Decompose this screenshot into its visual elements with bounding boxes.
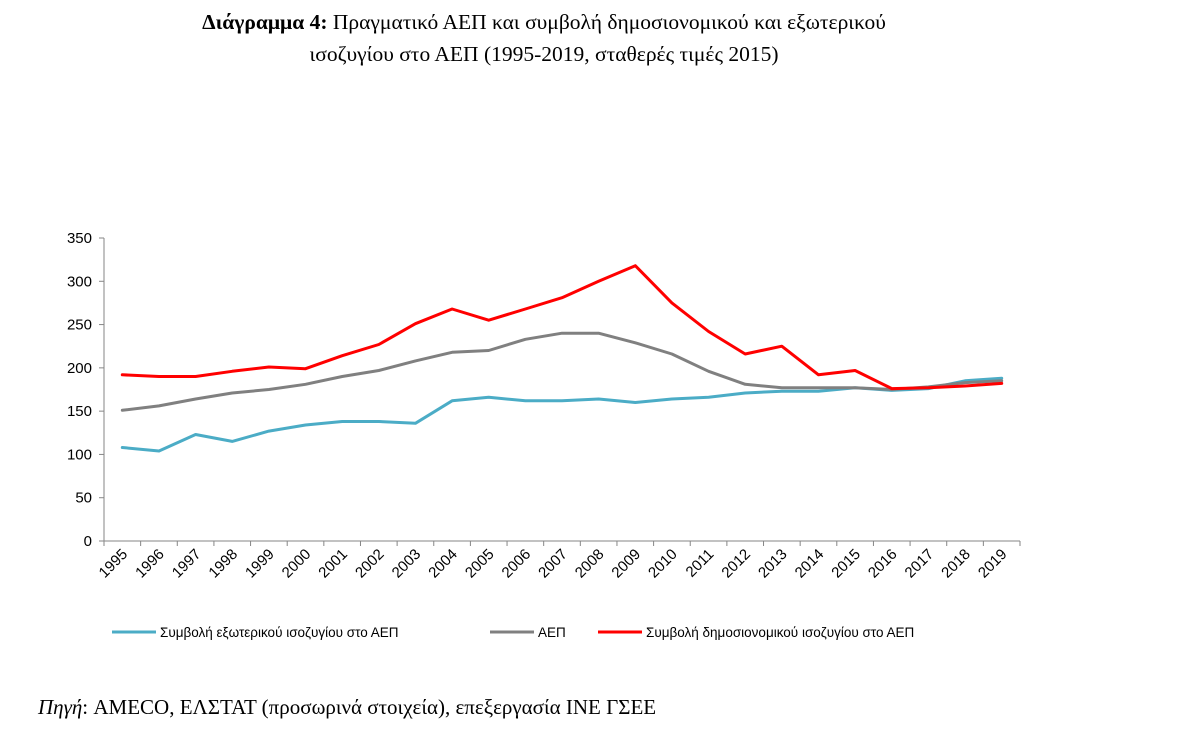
y-tick-label: 250 [67,317,92,334]
x-tick-label: 2016 [865,546,901,582]
x-tick-label: 2010 [645,546,681,582]
y-tick-label: 300 [67,273,92,290]
legend-label-1: Συμβολή εξωτερικού ισοζυγίου στο ΑΕΠ [160,625,399,640]
x-tick-label: 2018 [938,546,974,582]
y-tick-label: 100 [67,446,92,463]
legend-label-3: Συμβολή δημοσιονομικού ισοζυγίου στο ΑΕΠ [646,625,914,640]
x-tick-label: 2000 [279,546,315,582]
x-tick-label: 2004 [425,546,461,582]
x-tick-label: 2014 [792,546,828,582]
x-tick-label: 2012 [718,546,754,582]
y-tick-label: 200 [67,360,92,377]
y-tick-label: 150 [67,403,92,420]
source-note: Πηγή: AMECO, ΕΛΣΤΑΤ (προσωρινά στοιχεία)… [38,695,656,720]
source-label: Πηγή [38,695,83,719]
x-tick-label: 1996 [132,546,168,582]
y-tick-label: 0 [84,533,92,550]
x-tick-label: 1998 [205,546,241,582]
x-tick-label: 2011 [683,546,718,581]
series-line-2 [120,331,1004,412]
chart-title-prefix: Διάγραμμα 4: [202,10,328,34]
y-tick-label: 350 [67,230,92,247]
x-tick-label: 1999 [242,546,278,582]
x-tick-label: 2002 [352,546,388,582]
x-tick-label: 2003 [389,546,425,582]
chart-title: Διάγραμμα 4: Πραγματικό ΑΕΠ και συμβολή … [0,6,1088,70]
legend-label-2: ΑΕΠ [538,625,566,640]
chart-title-text-1: Πραγματικό ΑΕΠ και συμβολή δημοσιονομικο… [332,10,886,34]
chart-title-line-2: ισοζυγίου στο ΑΕΠ (1995-2019, σταθερές τ… [309,42,779,66]
x-tick-label: 2005 [462,546,498,582]
x-tick-label: 2007 [535,546,571,582]
y-tick-label: 50 [75,490,92,507]
x-tick-label: 2006 [499,546,535,582]
x-tick-label: 1997 [169,546,205,582]
x-tick-label: 2001 [315,546,351,582]
x-tick-label: 2009 [608,546,644,582]
x-tick-label: 2019 [975,546,1011,582]
x-tick-label: 2015 [828,546,864,582]
series-line-3 [120,264,1004,391]
x-tick-label: 2008 [572,546,608,582]
x-tick-label: 2017 [902,546,938,582]
source-text: : AMECO, ΕΛΣΤΑΤ (προσωρινά στοιχεία), επ… [82,695,657,719]
x-tick-label: 2013 [755,546,791,582]
x-tick-label: 1995 [96,546,132,582]
chart-title-line-1: Διάγραμμα 4: Πραγματικό ΑΕΠ και συμβολή … [0,6,1088,38]
